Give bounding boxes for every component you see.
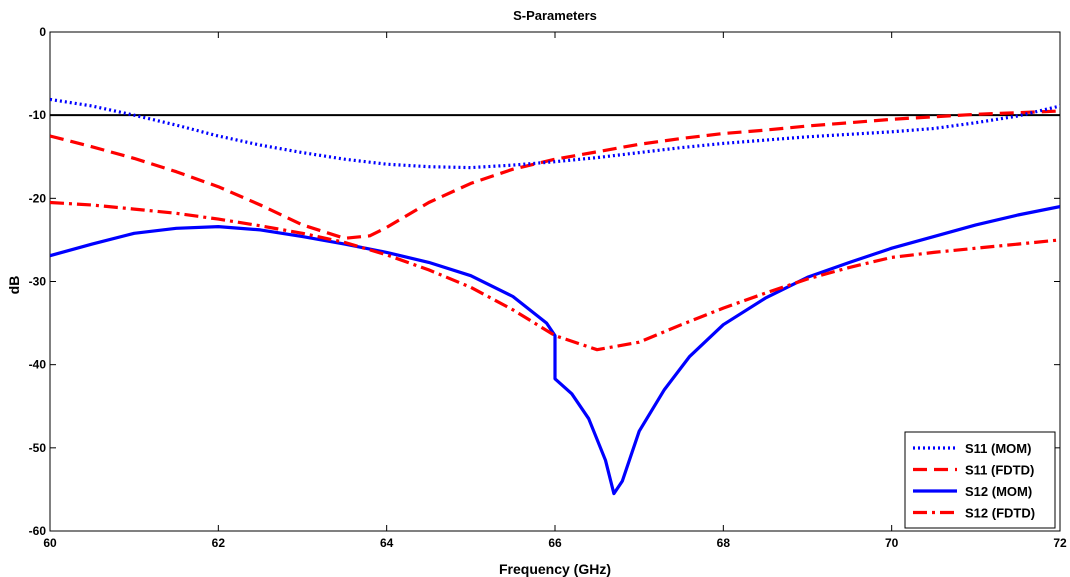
series-line-s12-fdtd: [50, 200, 1060, 352]
y-tick-label: -10: [29, 108, 47, 122]
x-tick-label: 66: [548, 536, 562, 550]
legend-label: S11 (MOM): [965, 441, 1031, 456]
y-axis-label: dB: [6, 276, 22, 295]
legend-label: S11 (FDTD): [965, 463, 1034, 478]
series-line-s11-mom: [50, 97, 1060, 170]
x-axis-label: Frequency (GHz): [499, 561, 611, 577]
series-line-s12-mom: [50, 205, 1060, 496]
x-tick-label: 70: [885, 536, 899, 550]
x-tick-label: 62: [212, 536, 226, 550]
x-tick-label: 60: [43, 536, 57, 550]
x-tick-label: 68: [717, 536, 731, 550]
chart-title: S-Parameters: [513, 8, 597, 23]
y-tick-label: -50: [29, 441, 47, 455]
x-tick-label: 72: [1053, 536, 1067, 550]
y-tick-label: 0: [39, 25, 46, 39]
y-tick-label: -30: [29, 275, 47, 289]
y-tick-label: -60: [29, 524, 47, 538]
y-tick-label: -40: [29, 358, 47, 372]
legend-label: S12 (FDTD): [965, 506, 1035, 521]
x-tick-label: 64: [380, 536, 394, 550]
plot-area: 60 62 64 66 68 70 72 0 -10 -20 -30 -40 -50 -60: [29, 25, 1067, 550]
legend: S11 (MOM) S11 (FDTD) S12 (MOM) S12 (FDTD): [904, 431, 1056, 529]
legend-label: S12 (MOM): [965, 484, 1032, 499]
y-tick-label: -20: [29, 191, 47, 205]
